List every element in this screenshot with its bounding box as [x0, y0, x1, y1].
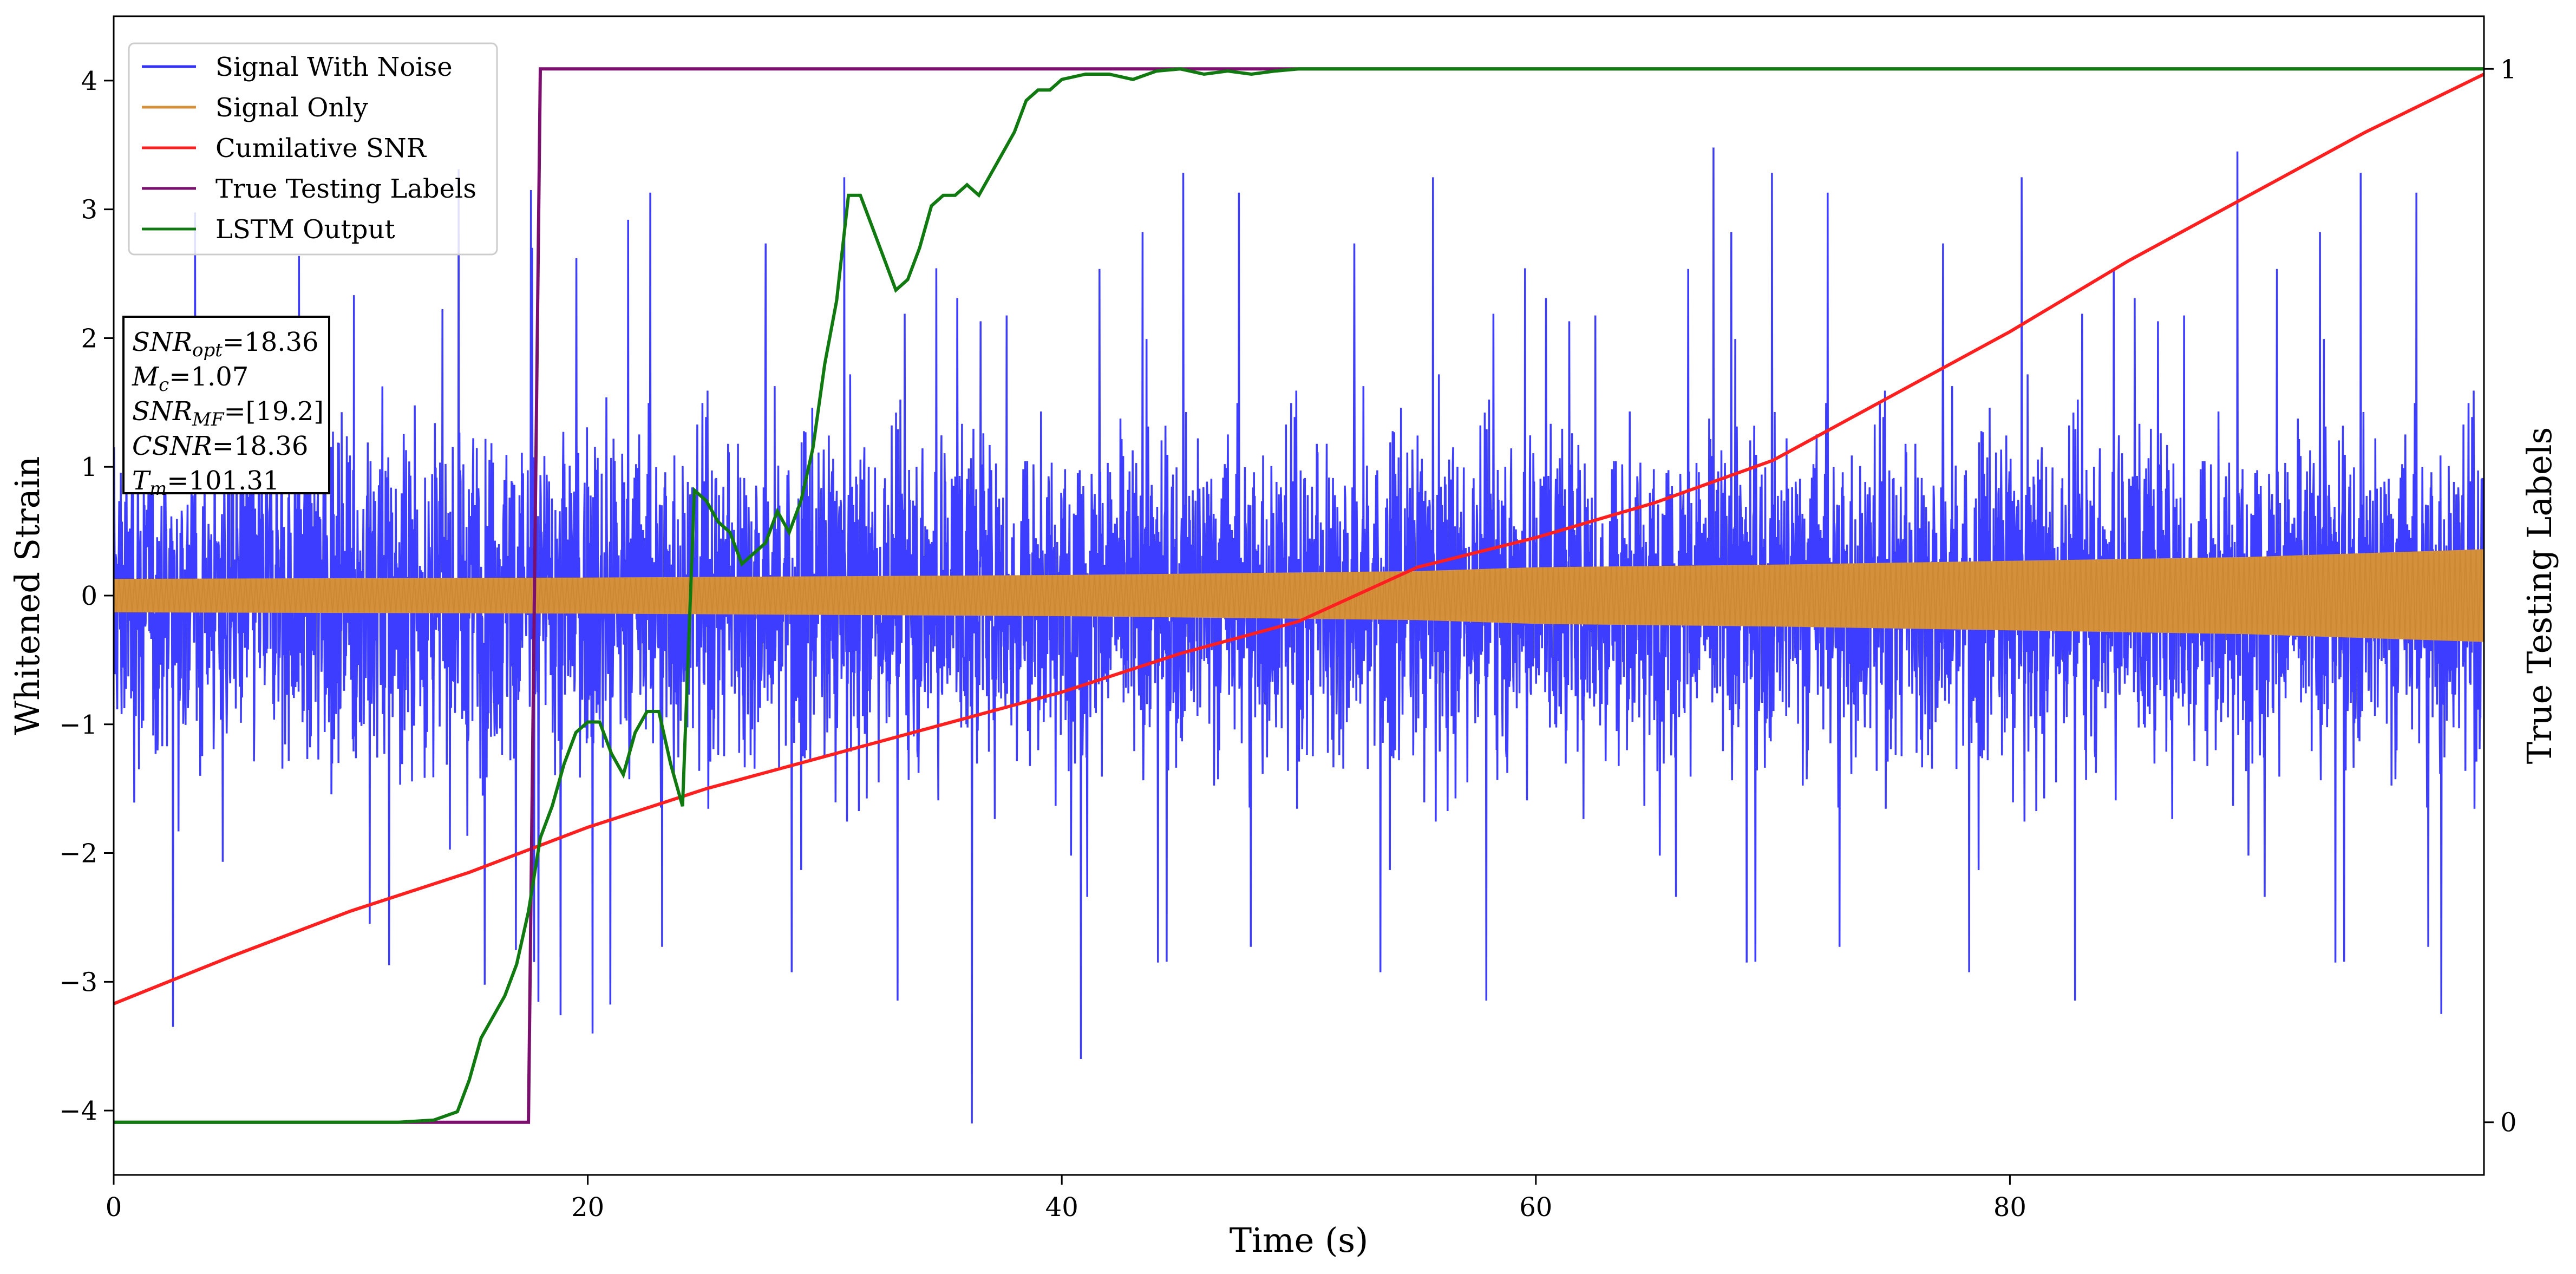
series-cumilative-snr	[114, 73, 2484, 1005]
plot-area	[114, 67, 2484, 1124]
legend-entry-true-testing-labels: True Testing Labels	[215, 174, 476, 204]
x-tick-label: 80	[1993, 1192, 2026, 1223]
y-tick-label: −4	[59, 1096, 97, 1126]
info-box: SNRopt=18.36 Mc=1.07 SNRMF=[19.2] CSNR=1…	[122, 316, 330, 500]
legend-entry-signal-with-noise: Signal With Noise	[215, 52, 453, 82]
y2-tick-label: 0	[2500, 1108, 2517, 1138]
series-signal-only	[114, 549, 2484, 642]
info-csnr: CSNR=18.36	[132, 431, 308, 461]
y2-axis-label: True Testing Labels	[2520, 427, 2559, 765]
info-box-frame	[122, 316, 330, 494]
y2-tick-label: 1	[2500, 54, 2517, 84]
y-tick-label: 2	[81, 323, 97, 354]
legend-entry-signal-only: Signal Only	[215, 93, 368, 123]
y-tick-label: 1	[81, 452, 97, 482]
series-lstm-output	[114, 67, 2484, 1124]
legend-entry-cumilative-snr: Cumilative SNR	[215, 133, 427, 164]
x-axis-label: Time (s)	[1230, 1220, 1369, 1260]
x-tick-label: 0	[106, 1192, 122, 1223]
y-tick-label: 4	[81, 66, 97, 96]
x-tick-label: 60	[1519, 1192, 1552, 1223]
y-tick-label: 3	[81, 195, 97, 225]
x-tick-label: 20	[571, 1192, 604, 1223]
y-tick-label: −2	[59, 839, 97, 869]
y-axis-label: Whitened Strain	[8, 456, 47, 735]
legend: Signal With Noise Signal Only Cumilative…	[128, 42, 498, 256]
info-snr-opt: SNRopt=18.36	[132, 327, 319, 361]
info-mc: Mc=1.07	[132, 362, 249, 396]
info-tm: Tm=101.31	[132, 466, 279, 500]
y-tick-label: −1	[59, 710, 97, 740]
y-tick-label: 0	[81, 581, 97, 611]
x-tick-label: 40	[1045, 1192, 1078, 1223]
legend-frame	[128, 42, 498, 256]
info-snr-mf: SNRMF=[19.2]	[132, 396, 324, 430]
y-tick-label: −3	[59, 967, 97, 997]
legend-entry-lstm-output: LSTM Output	[215, 214, 395, 245]
